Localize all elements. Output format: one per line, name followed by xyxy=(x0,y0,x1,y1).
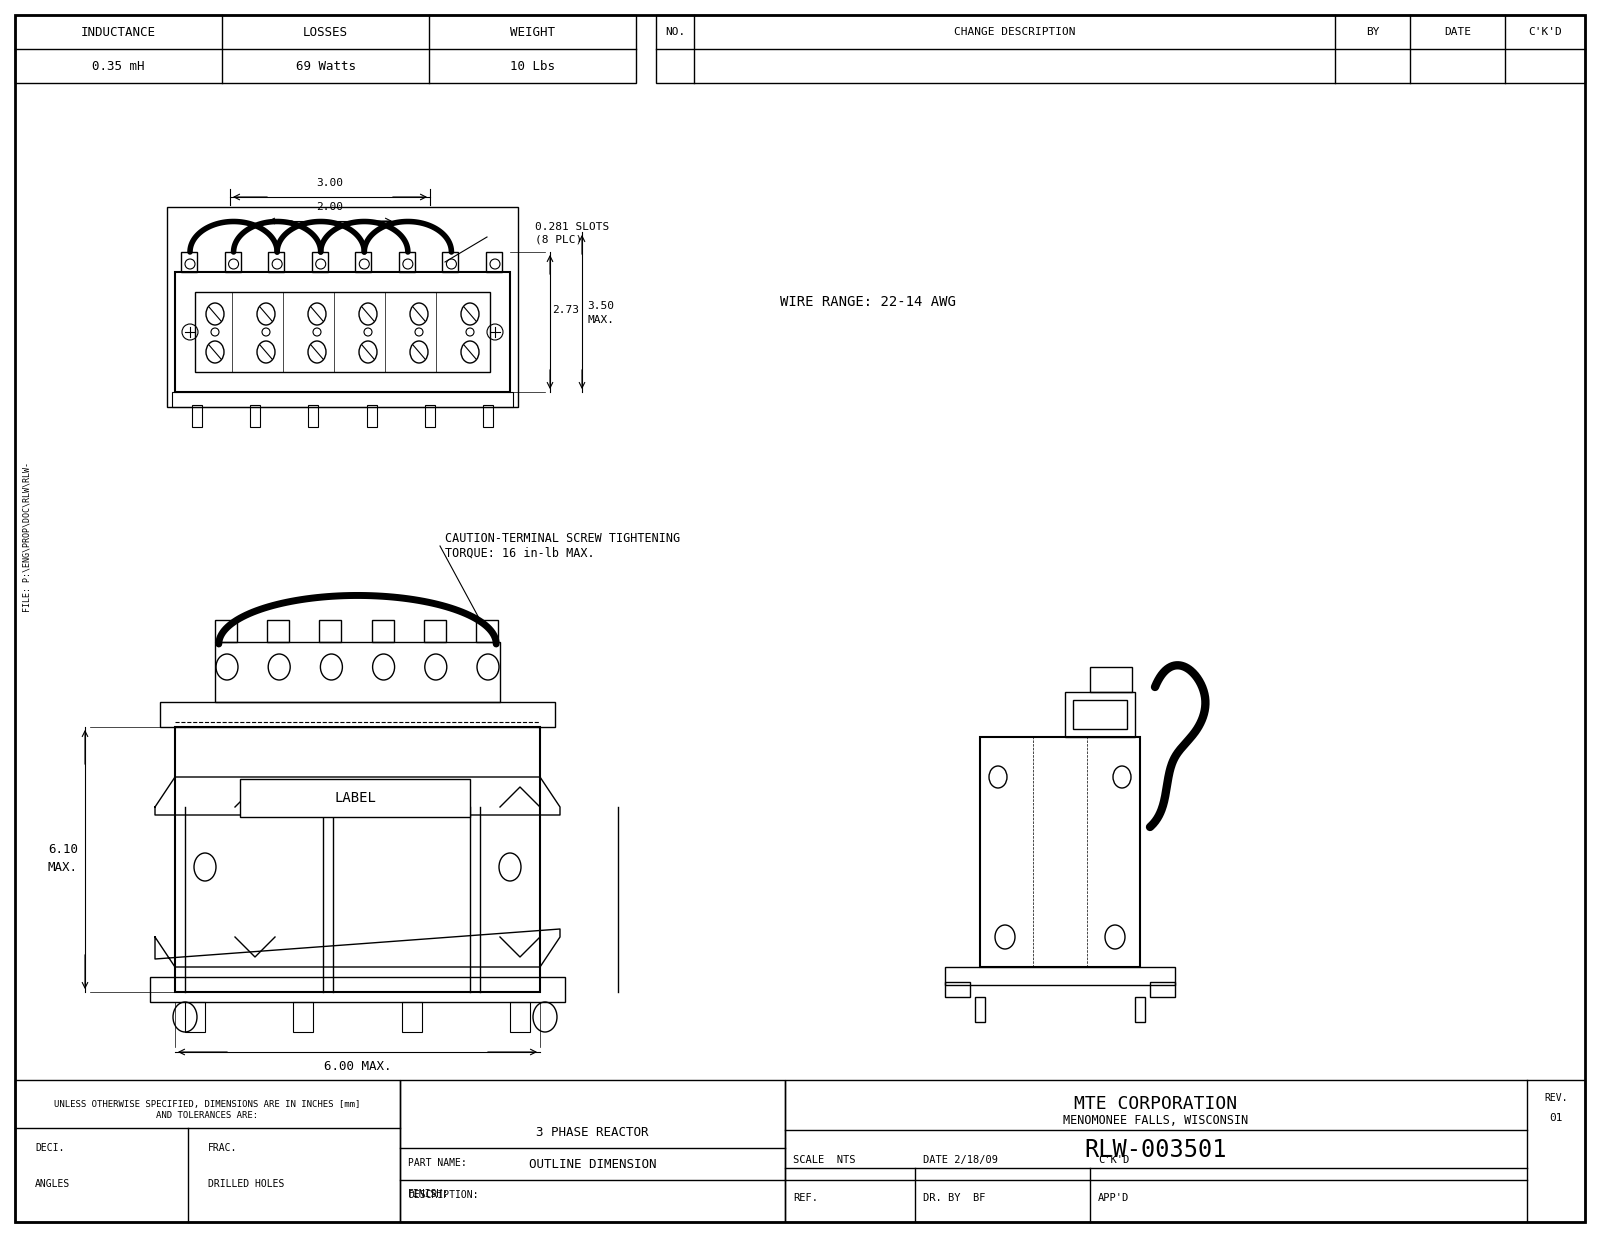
Text: 2.00: 2.00 xyxy=(317,202,344,212)
Text: 01: 01 xyxy=(1549,1113,1563,1123)
Text: SCALE  NTS: SCALE NTS xyxy=(794,1155,856,1165)
Text: 69 Watts: 69 Watts xyxy=(296,59,355,73)
Bar xyxy=(402,1002,422,1032)
Bar xyxy=(786,1080,1586,1222)
Bar xyxy=(510,1002,530,1032)
Text: TORQUE: 16 in-lb MAX.: TORQUE: 16 in-lb MAX. xyxy=(445,547,595,559)
Text: C'K'D: C'K'D xyxy=(1098,1155,1130,1165)
Text: WEIGHT: WEIGHT xyxy=(510,26,555,38)
Bar xyxy=(312,252,328,272)
Bar xyxy=(250,404,261,427)
Bar xyxy=(309,404,318,427)
Bar xyxy=(424,620,446,642)
Bar xyxy=(1066,691,1134,737)
Bar xyxy=(14,15,637,83)
Text: DECI.: DECI. xyxy=(35,1143,64,1153)
Text: OUTLINE DIMENSION: OUTLINE DIMENSION xyxy=(528,1159,656,1171)
Bar xyxy=(1074,700,1126,729)
Text: MAX.: MAX. xyxy=(48,861,78,875)
Bar xyxy=(173,392,514,407)
Text: MENOMONEE FALLS, WISCONSIN: MENOMONEE FALLS, WISCONSIN xyxy=(1064,1113,1248,1127)
Bar xyxy=(174,272,510,392)
Text: WIRE RANGE: 22-14 AWG: WIRE RANGE: 22-14 AWG xyxy=(781,294,955,309)
Bar xyxy=(267,620,290,642)
Polygon shape xyxy=(155,929,560,967)
Text: NO.: NO. xyxy=(666,27,685,37)
Bar xyxy=(371,620,394,642)
Text: 2.73: 2.73 xyxy=(552,306,579,315)
Text: INDUCTANCE: INDUCTANCE xyxy=(82,26,157,38)
Text: 3.50: 3.50 xyxy=(587,301,614,310)
Bar xyxy=(486,252,502,272)
Bar xyxy=(946,967,1174,985)
Bar xyxy=(400,1080,786,1222)
Bar xyxy=(214,620,237,642)
Text: CAUTION-TERMINAL SCREW TIGHTENING: CAUTION-TERMINAL SCREW TIGHTENING xyxy=(445,532,680,544)
Text: LOSSES: LOSSES xyxy=(302,26,349,38)
Bar xyxy=(174,727,541,992)
Bar xyxy=(214,642,499,703)
Text: FRAC.: FRAC. xyxy=(208,1143,238,1153)
Bar xyxy=(293,1002,314,1032)
Text: LABEL: LABEL xyxy=(334,790,376,805)
Bar xyxy=(483,404,493,427)
Text: FINISH:: FINISH: xyxy=(408,1189,450,1199)
Bar xyxy=(166,207,518,407)
Bar xyxy=(14,1080,400,1222)
Text: DATE: DATE xyxy=(1443,27,1470,37)
Bar xyxy=(224,252,240,272)
Text: FILE: P:\ENG\PROP\DOC\RLW\RLW-: FILE: P:\ENG\PROP\DOC\RLW\RLW- xyxy=(22,461,32,612)
Bar xyxy=(160,703,555,727)
Text: DESCRIPTION:: DESCRIPTION: xyxy=(408,1190,478,1200)
Text: DATE 2/18/09: DATE 2/18/09 xyxy=(923,1155,998,1165)
Bar xyxy=(979,737,1139,967)
Text: REV.: REV. xyxy=(1544,1094,1568,1103)
Text: ANGLES: ANGLES xyxy=(35,1179,70,1189)
Bar xyxy=(150,977,565,1002)
Bar xyxy=(1150,982,1174,997)
Text: UNLESS OTHERWISE SPECIFIED, DIMENSIONS ARE IN INCHES [mm]: UNLESS OTHERWISE SPECIFIED, DIMENSIONS A… xyxy=(54,1100,360,1108)
Bar xyxy=(1134,997,1146,1022)
Bar xyxy=(946,982,970,997)
Text: PART NAME:: PART NAME: xyxy=(408,1158,467,1168)
Text: (8 PLC): (8 PLC) xyxy=(534,235,582,245)
Text: 10 Lbs: 10 Lbs xyxy=(510,59,555,73)
Bar xyxy=(240,779,470,816)
Text: 0.35 mH: 0.35 mH xyxy=(93,59,144,73)
Text: CHANGE DESCRIPTION: CHANGE DESCRIPTION xyxy=(954,27,1075,37)
Bar xyxy=(355,252,371,272)
Bar xyxy=(974,997,986,1022)
Text: 3.00: 3.00 xyxy=(317,178,344,188)
Bar xyxy=(192,404,202,427)
Text: C'K'D: C'K'D xyxy=(1528,27,1562,37)
Text: 6.00 MAX.: 6.00 MAX. xyxy=(323,1060,392,1072)
Bar xyxy=(186,1002,205,1032)
Text: MTE CORPORATION: MTE CORPORATION xyxy=(1075,1095,1237,1113)
Text: REF.: REF. xyxy=(794,1192,818,1204)
Text: DR. BY  BF: DR. BY BF xyxy=(923,1192,986,1204)
Text: 6.10: 6.10 xyxy=(48,842,78,856)
Bar xyxy=(1090,667,1133,691)
Bar xyxy=(398,252,414,272)
Bar xyxy=(656,15,1586,83)
Bar xyxy=(195,292,490,372)
Bar xyxy=(477,620,498,642)
Polygon shape xyxy=(155,777,560,815)
Bar xyxy=(426,404,435,427)
Text: BY: BY xyxy=(1366,27,1379,37)
Text: DRILLED HOLES: DRILLED HOLES xyxy=(208,1179,285,1189)
Bar xyxy=(269,252,285,272)
Text: RLW-003501: RLW-003501 xyxy=(1085,1138,1227,1162)
Text: 3 PHASE REACTOR: 3 PHASE REACTOR xyxy=(536,1126,648,1138)
Bar xyxy=(181,252,197,272)
Bar xyxy=(366,404,376,427)
Text: 0.281 SLOTS: 0.281 SLOTS xyxy=(534,221,610,233)
Text: AND TOLERANCES ARE:: AND TOLERANCES ARE: xyxy=(157,1112,259,1121)
Bar xyxy=(443,252,459,272)
Text: MAX.: MAX. xyxy=(587,315,614,325)
Text: APP'D: APP'D xyxy=(1098,1192,1130,1204)
Bar xyxy=(320,620,341,642)
